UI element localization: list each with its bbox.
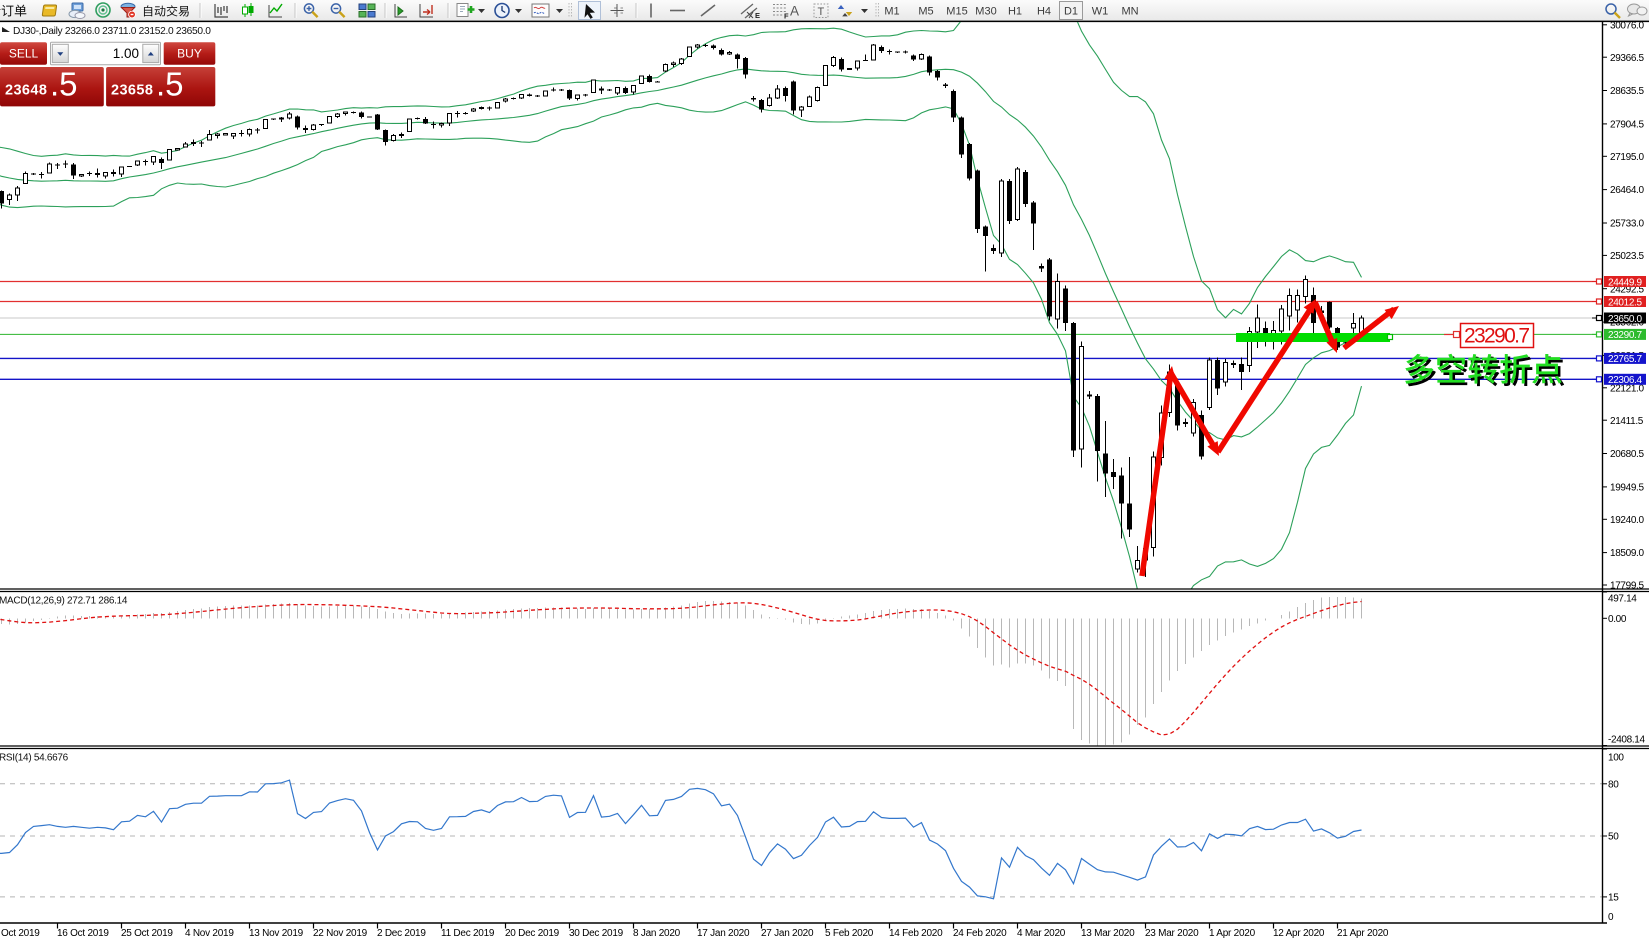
- svg-text:23648: 23648: [5, 83, 47, 99]
- svg-text:.5: .5: [156, 66, 184, 103]
- svg-text:14 Feb 2020: 14 Feb 2020: [889, 928, 943, 939]
- svg-text:M1: M1: [884, 6, 899, 18]
- svg-text:13 Nov 2019: 13 Nov 2019: [249, 928, 304, 939]
- svg-text:24449.9: 24449.9: [1608, 277, 1642, 288]
- svg-text:20680.5: 20680.5: [1610, 449, 1644, 460]
- svg-text:27195.0: 27195.0: [1610, 152, 1644, 163]
- svg-text:19240.0: 19240.0: [1610, 515, 1644, 526]
- svg-text:W1: W1: [1092, 6, 1109, 18]
- svg-text:30 Dec 2019: 30 Dec 2019: [569, 928, 624, 939]
- svg-text:H1: H1: [1008, 6, 1022, 18]
- svg-text:27 Jan 2020: 27 Jan 2020: [761, 928, 814, 939]
- svg-text:18509.0: 18509.0: [1610, 548, 1644, 559]
- svg-text:22 Nov 2019: 22 Nov 2019: [313, 928, 368, 939]
- svg-text:497.14: 497.14: [1608, 594, 1637, 605]
- svg-text:50: 50: [1608, 832, 1619, 843]
- svg-text:.5: .5: [50, 66, 78, 103]
- svg-text:11 Dec 2019: 11 Dec 2019: [441, 928, 495, 939]
- svg-text:0.00: 0.00: [1608, 614, 1627, 625]
- svg-text:24 Feb 2020: 24 Feb 2020: [953, 928, 1007, 939]
- svg-text:MACD(12,26,9) 272.71 286.14: MACD(12,26,9) 272.71 286.14: [0, 596, 128, 607]
- svg-text:15: 15: [1608, 893, 1619, 904]
- svg-text:13 Mar 2020: 13 Mar 2020: [1081, 928, 1135, 939]
- svg-text:BUY: BUY: [177, 47, 202, 61]
- svg-text:24292.5: 24292.5: [1610, 284, 1644, 295]
- svg-text:M30: M30: [975, 6, 996, 18]
- svg-text:19949.5: 19949.5: [1610, 483, 1644, 494]
- svg-text:DJ30-,Daily 23266.0 23711.0 2: DJ30-,Daily 23266.0 23711.0 23152.0 2365…: [13, 26, 211, 37]
- svg-text:23 Mar 2020: 23 Mar 2020: [1145, 928, 1199, 939]
- svg-text:1 Apr 2020: 1 Apr 2020: [1209, 928, 1256, 939]
- svg-text:Oct 2019: Oct 2019: [1, 928, 40, 939]
- svg-text:M15: M15: [946, 6, 967, 18]
- svg-text:21 Apr 2020: 21 Apr 2020: [1337, 928, 1389, 939]
- svg-text:27904.5: 27904.5: [1610, 120, 1644, 131]
- svg-text:SELL: SELL: [9, 47, 39, 61]
- svg-text:80: 80: [1608, 779, 1619, 790]
- svg-text:4 Nov 2019: 4 Nov 2019: [185, 928, 234, 939]
- svg-text:25023.5: 25023.5: [1610, 251, 1644, 262]
- svg-text:23650.0: 23650.0: [1608, 314, 1642, 325]
- svg-text:22765.7: 22765.7: [1608, 354, 1642, 365]
- svg-text:A: A: [790, 4, 799, 19]
- svg-text:E: E: [755, 11, 760, 20]
- svg-text:25 Oct 2019: 25 Oct 2019: [121, 928, 173, 939]
- svg-text:H4: H4: [1037, 6, 1051, 18]
- svg-text:17 Jan 2020: 17 Jan 2020: [697, 928, 750, 939]
- svg-text:25733.0: 25733.0: [1610, 219, 1644, 230]
- svg-text:17799.5: 17799.5: [1610, 581, 1644, 592]
- svg-text:23658: 23658: [111, 83, 153, 99]
- svg-text:30076.0: 30076.0: [1610, 20, 1644, 31]
- svg-text:21411.5: 21411.5: [1610, 416, 1644, 427]
- svg-text:M5: M5: [918, 6, 933, 18]
- svg-text:16 Oct 2019: 16 Oct 2019: [57, 928, 109, 939]
- svg-text:D1: D1: [1064, 6, 1078, 18]
- svg-text:0: 0: [1608, 912, 1614, 923]
- svg-text:MN: MN: [1121, 6, 1138, 18]
- svg-text:1.00: 1.00: [113, 46, 139, 61]
- svg-text:22121.0: 22121.0: [1610, 383, 1644, 394]
- svg-text:12 Apr 2020: 12 Apr 2020: [1273, 928, 1325, 939]
- svg-text:23290.7: 23290.7: [1608, 330, 1642, 341]
- svg-text:20 Dec 2019: 20 Dec 2019: [505, 928, 560, 939]
- svg-text:RSI(14) 54.6676: RSI(14) 54.6676: [0, 753, 69, 764]
- svg-text:T: T: [818, 6, 825, 18]
- svg-text:24012.5: 24012.5: [1608, 297, 1642, 308]
- svg-text:100: 100: [1608, 753, 1624, 764]
- svg-text:8 Jan 2020: 8 Jan 2020: [633, 928, 681, 939]
- svg-text:22306.4: 22306.4: [1608, 375, 1642, 386]
- svg-text:2 Dec 2019: 2 Dec 2019: [377, 928, 426, 939]
- svg-text:F: F: [784, 12, 789, 21]
- svg-text:28635.5: 28635.5: [1610, 86, 1644, 97]
- svg-text:23290.7: 23290.7: [1464, 325, 1530, 348]
- svg-text:29366.5: 29366.5: [1610, 53, 1644, 64]
- svg-text:-2408.14: -2408.14: [1608, 735, 1645, 746]
- svg-text:4 Mar 2020: 4 Mar 2020: [1017, 928, 1066, 939]
- svg-text:26464.0: 26464.0: [1610, 185, 1644, 196]
- svg-text:5 Feb 2020: 5 Feb 2020: [825, 928, 874, 939]
